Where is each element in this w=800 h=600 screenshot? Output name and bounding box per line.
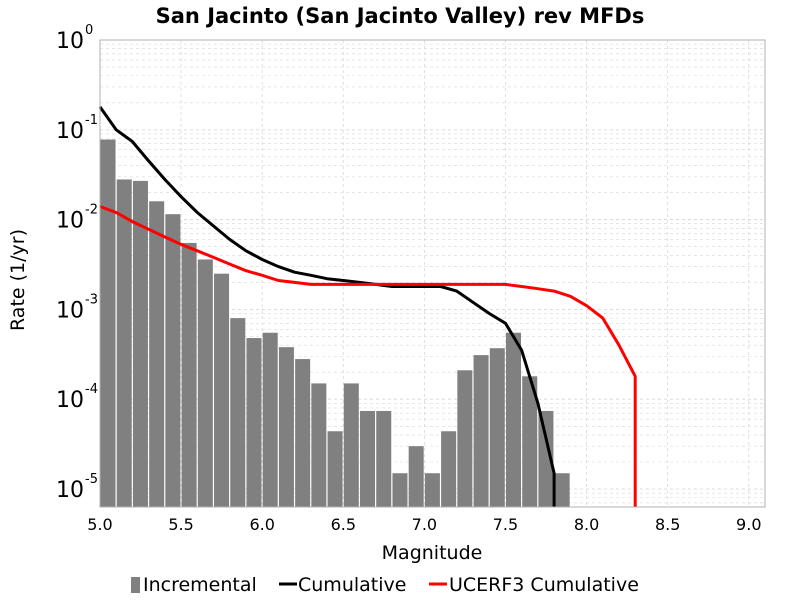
legend-label-ucerf3: UCERF3 Cumulative <box>449 574 639 596</box>
y-tick-label: 10 <box>56 478 84 503</box>
incremental-bar <box>360 410 376 507</box>
y-tick-label: 10 <box>56 119 84 144</box>
x-tick-label: 6.0 <box>249 515 274 534</box>
y-tick-exponent: -1 <box>85 113 98 128</box>
x-axis-ticks: 5.0 5.5 6.0 6.5 7.0 7.5 8.0 8.5 9.0 <box>87 515 761 534</box>
incremental-bar <box>554 473 570 507</box>
cumulative-line <box>98 106 556 507</box>
plot-border <box>99 39 766 508</box>
legend-label-cumulative: Cumulative <box>298 574 406 596</box>
chart-title: San Jacinto (San Jacinto Valley) rev MFD… <box>156 4 645 28</box>
y-tick-exponent: -3 <box>85 292 98 307</box>
incremental-bar <box>116 179 132 507</box>
incremental-bar <box>376 410 392 507</box>
y-tick-label: 10 <box>56 209 84 234</box>
incremental-bar <box>214 273 230 507</box>
x-axis-label: Magnitude <box>382 542 483 564</box>
incremental-bar <box>181 242 197 508</box>
x-tick-label: 9.0 <box>736 515 761 534</box>
incremental-bar <box>246 338 262 507</box>
legend: Incremental Cumulative UCERF3 Cumulative <box>131 574 639 596</box>
y-tick-label: 10 <box>56 298 84 323</box>
x-tick-label: 5.5 <box>168 515 193 534</box>
incremental-bar <box>311 383 327 507</box>
x-tick-label: 7.0 <box>412 515 437 534</box>
incremental-bar <box>473 355 489 507</box>
incremental-bar <box>278 347 294 507</box>
x-tick-label: 8.5 <box>655 515 680 534</box>
incremental-bar <box>100 139 116 508</box>
plot-area <box>98 39 766 508</box>
incremental-bar <box>392 473 408 507</box>
legend-swatch-incremental <box>131 577 140 593</box>
incremental-bar <box>295 359 311 507</box>
cumulative-lines <box>98 106 637 507</box>
x-tick-label: 7.5 <box>493 515 518 534</box>
incremental-bar <box>149 201 165 507</box>
incremental-bar <box>538 410 554 507</box>
y-tick-exponent: -4 <box>85 382 98 397</box>
incremental-bar <box>441 431 457 507</box>
x-tick-label: 6.5 <box>331 515 356 534</box>
y-axis-label: Rate (1/yr) <box>7 229 29 331</box>
incremental-bar <box>132 180 148 507</box>
incremental-bar <box>262 332 278 507</box>
incremental-bar <box>522 376 538 507</box>
y-tick-exponent: -5 <box>85 472 98 487</box>
incremental-bar <box>424 473 440 507</box>
ucerf3-cumulative-line <box>99 205 637 507</box>
y-tick-exponent: 0 <box>85 23 93 38</box>
incremental-bar <box>165 214 181 507</box>
incremental-bar <box>327 431 343 507</box>
incremental-bars <box>100 139 570 508</box>
incremental-bar <box>489 348 505 507</box>
y-tick-label: 10 <box>56 29 84 54</box>
incremental-bar <box>343 383 359 507</box>
x-tick-label: 5.0 <box>87 515 112 534</box>
incremental-bar <box>197 259 213 507</box>
y-tick-exponent: -2 <box>85 203 98 218</box>
y-tick-label: 10 <box>56 388 84 413</box>
x-tick-label: 8.0 <box>574 515 599 534</box>
incremental-bar <box>505 332 522 507</box>
incremental-bar <box>457 370 473 507</box>
incremental-bar <box>230 318 246 507</box>
incremental-bar <box>408 446 424 507</box>
legend-label-incremental: Incremental <box>143 574 257 596</box>
